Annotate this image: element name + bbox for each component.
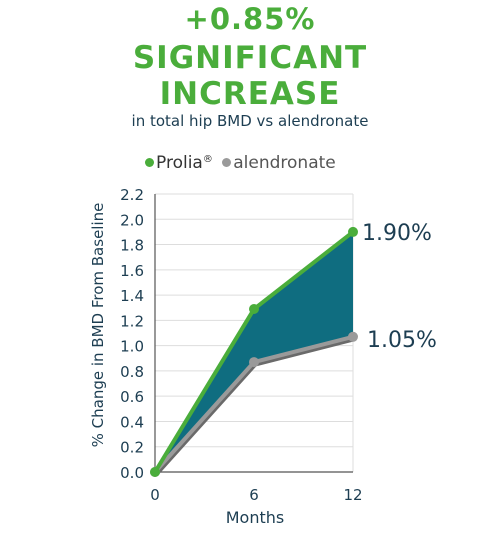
- legend-marker-alendronate: [222, 158, 232, 167]
- legend-registered-mark: ®: [202, 154, 213, 165]
- chart-legend: Prolia® alendronate: [145, 153, 340, 173]
- end-label-alendronate: 1.05%: [367, 328, 437, 353]
- y-tick-label: 1.0: [120, 338, 144, 356]
- y-tick-label: 0.6: [120, 388, 144, 406]
- y-tick-label: 0.8: [120, 363, 144, 381]
- y-tick-label: 2.0: [120, 211, 144, 229]
- difference-area: [155, 231, 353, 472]
- y-tick-label: 0.4: [120, 413, 144, 431]
- data-point-alendronate: [249, 357, 259, 368]
- chart-subtitle: in total hip BMD vs alendronate: [131, 112, 369, 130]
- legend-marker-prolia: [145, 158, 154, 167]
- end-label-prolia: 1.90%: [362, 221, 432, 246]
- headline-value: +0.85%: [184, 2, 316, 36]
- headline-line-3: INCREASE: [159, 76, 341, 112]
- y-tick-label: 2.2: [120, 186, 144, 204]
- data-point-prolia: [249, 303, 259, 314]
- data-point-prolia: [348, 226, 358, 237]
- x-axis-label: Months: [225, 508, 285, 527]
- y-tick-label: 1.6: [120, 262, 144, 280]
- legend-label-prolia: Prolia: [156, 153, 203, 173]
- y-tick-label: 0.2: [120, 439, 144, 457]
- data-point-alendronate: [348, 331, 358, 342]
- x-tick-label: 0: [150, 486, 160, 504]
- data-point-prolia: [150, 467, 160, 477]
- y-tick-label: 1.4: [120, 287, 144, 305]
- y-tick-label: 1.2: [120, 312, 144, 330]
- x-tick-label: 12: [343, 486, 362, 504]
- legend-item-prolia: Prolia®: [145, 153, 213, 173]
- x-tick-label: 6: [249, 486, 259, 504]
- y-tick-label: 0.0: [120, 464, 144, 482]
- y-tick-label: 1.8: [120, 237, 144, 255]
- headline-line-2: SIGNIFICANT: [132, 40, 368, 76]
- legend-label-alendronate: alendronate: [233, 153, 336, 173]
- legend-item-alendronate: alendronate: [222, 153, 336, 173]
